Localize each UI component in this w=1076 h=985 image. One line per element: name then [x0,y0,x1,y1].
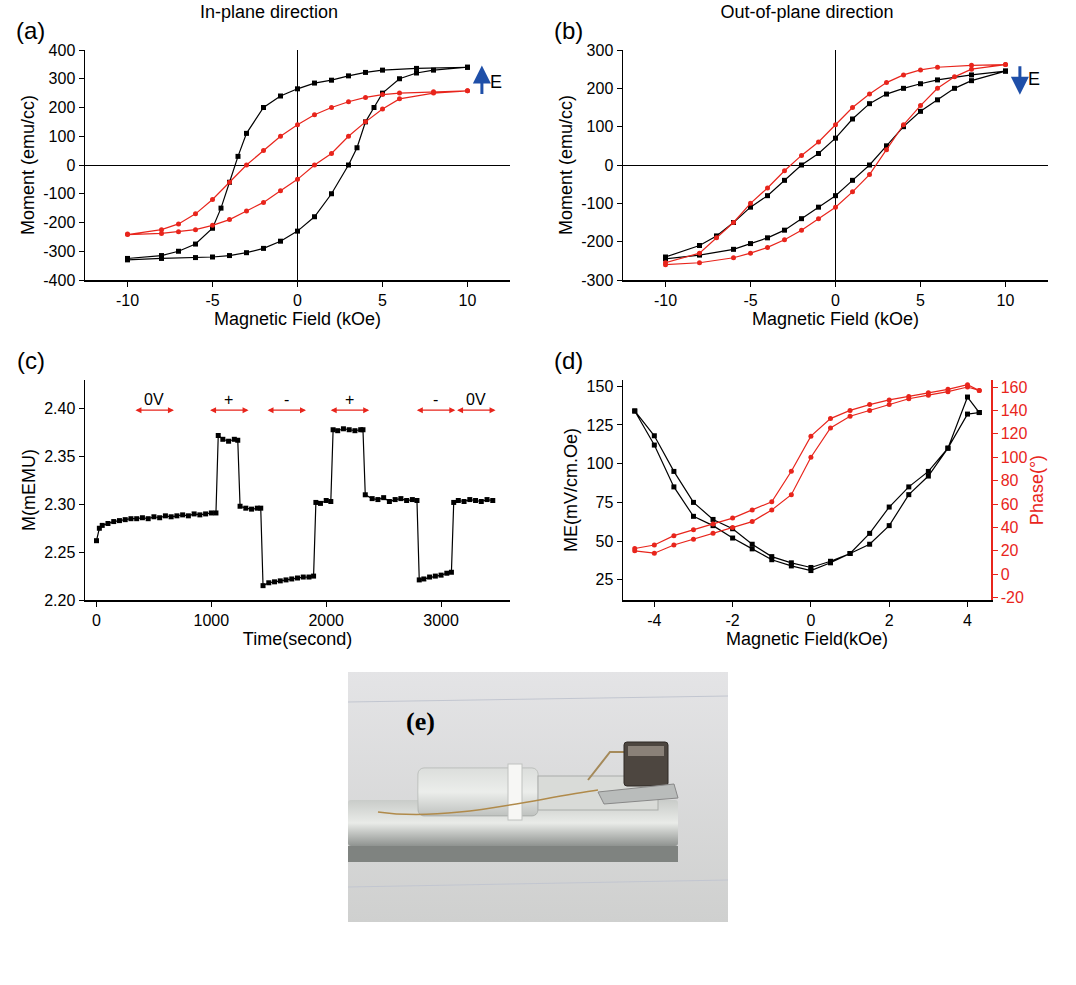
svg-text:-: - [433,391,438,408]
svg-text:300: 300 [587,42,614,59]
svg-text:E: E [1028,69,1040,89]
svg-text:(d): (d) [554,347,583,374]
svg-text:0: 0 [831,292,840,309]
svg-text:40: 40 [1001,519,1019,536]
svg-text:(b): (b) [554,17,583,44]
svg-text:-5: -5 [743,292,757,309]
svg-text:140: 140 [1001,402,1028,419]
svg-text:Magnetic Field (kOe): Magnetic Field (kOe) [752,309,919,329]
svg-text:2.25: 2.25 [44,544,75,561]
svg-text:-300: -300 [43,243,75,260]
svg-text:Out-of-plane direction: Out-of-plane direction [720,2,893,22]
svg-text:+: + [345,391,354,408]
svg-text:300: 300 [49,70,76,87]
svg-text:125: 125 [587,417,614,434]
svg-text:60: 60 [1001,496,1019,513]
svg-text:2: 2 [885,612,894,629]
svg-text:10: 10 [997,292,1015,309]
svg-text:400: 400 [49,42,76,59]
svg-text:75: 75 [596,494,614,511]
svg-text:0V: 0V [144,391,164,408]
svg-text:3000: 3000 [423,612,459,629]
svg-text:(a): (a) [16,17,45,44]
svg-text:80: 80 [1001,472,1019,489]
svg-text:-10: -10 [116,292,139,309]
svg-text:-10: -10 [654,292,677,309]
svg-text:Magnetic Field(kOe): Magnetic Field(kOe) [726,629,888,649]
svg-text:0: 0 [604,157,613,174]
svg-text:10: 10 [459,292,477,309]
svg-text:-400: -400 [43,272,75,289]
svg-text:100: 100 [49,128,76,145]
svg-text:2.35: 2.35 [44,448,75,465]
svg-text:ME(mV/cm.Oe): ME(mV/cm.Oe) [561,428,581,552]
svg-text:1000: 1000 [194,612,230,629]
svg-text:-200: -200 [43,214,75,231]
svg-text:50: 50 [596,533,614,550]
svg-text:5: 5 [378,292,387,309]
svg-text:2.40: 2.40 [44,400,75,417]
svg-text:100: 100 [587,455,614,472]
svg-text:M(mEMU): M(mEMU) [19,449,39,531]
svg-text:-20: -20 [1001,589,1024,606]
svg-text:E: E [490,72,502,92]
svg-text:100: 100 [1001,449,1028,466]
svg-text:-5: -5 [205,292,219,309]
svg-text:-4: -4 [647,612,661,629]
svg-text:0: 0 [1001,566,1010,583]
svg-text:150: 150 [587,378,614,395]
svg-text:-: - [284,391,289,408]
svg-text:(c): (c) [17,347,45,374]
svg-text:4: 4 [963,612,972,629]
svg-text:Phase(°): Phase(°) [1027,455,1047,525]
svg-text:Moment (emu/cc): Moment (emu/cc) [556,95,576,235]
svg-text:100: 100 [587,118,614,135]
svg-text:Magnetic Field (kOe): Magnetic Field (kOe) [214,309,381,329]
svg-text:0: 0 [66,157,75,174]
svg-text:2000: 2000 [308,612,344,629]
svg-text:-200: -200 [581,233,613,250]
svg-text:In-plane direction: In-plane direction [200,2,338,22]
svg-text:Moment (emu/cc): Moment (emu/cc) [18,95,38,235]
svg-text:+: + [224,391,233,408]
svg-text:5: 5 [916,292,925,309]
svg-text:-100: -100 [581,195,613,212]
svg-text:-300: -300 [581,272,613,289]
svg-text:200: 200 [587,80,614,97]
svg-text:120: 120 [1001,425,1028,442]
svg-text:0: 0 [293,292,302,309]
svg-text:0: 0 [806,612,815,629]
svg-text:20: 20 [1001,542,1019,559]
svg-text:Time(second): Time(second) [243,629,352,649]
svg-text:-100: -100 [43,185,75,202]
svg-text:0V: 0V [466,391,486,408]
svg-text:25: 25 [596,571,614,588]
svg-text:0: 0 [92,612,101,629]
svg-text:160: 160 [1001,379,1028,396]
svg-text:-2: -2 [726,612,740,629]
svg-text:2.20: 2.20 [44,592,75,609]
svg-text:(e): (e) [406,707,435,736]
svg-text:2.30: 2.30 [44,496,75,513]
svg-text:200: 200 [49,99,76,116]
